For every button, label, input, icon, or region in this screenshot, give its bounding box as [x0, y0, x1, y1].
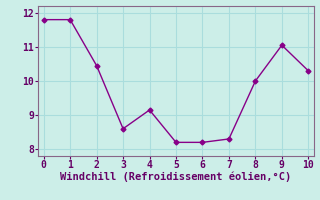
X-axis label: Windchill (Refroidissement éolien,°C): Windchill (Refroidissement éolien,°C) [60, 172, 292, 182]
